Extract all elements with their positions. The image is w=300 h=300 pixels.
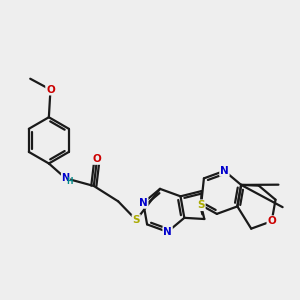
Text: N: N bbox=[139, 198, 148, 208]
Text: S: S bbox=[132, 215, 140, 225]
Text: O: O bbox=[46, 85, 55, 94]
Text: N: N bbox=[61, 173, 70, 183]
Text: N: N bbox=[220, 166, 229, 176]
Text: O: O bbox=[267, 216, 276, 226]
Text: S: S bbox=[197, 200, 205, 210]
Text: O: O bbox=[93, 154, 101, 164]
Text: N: N bbox=[163, 227, 172, 237]
Text: H: H bbox=[66, 177, 73, 186]
